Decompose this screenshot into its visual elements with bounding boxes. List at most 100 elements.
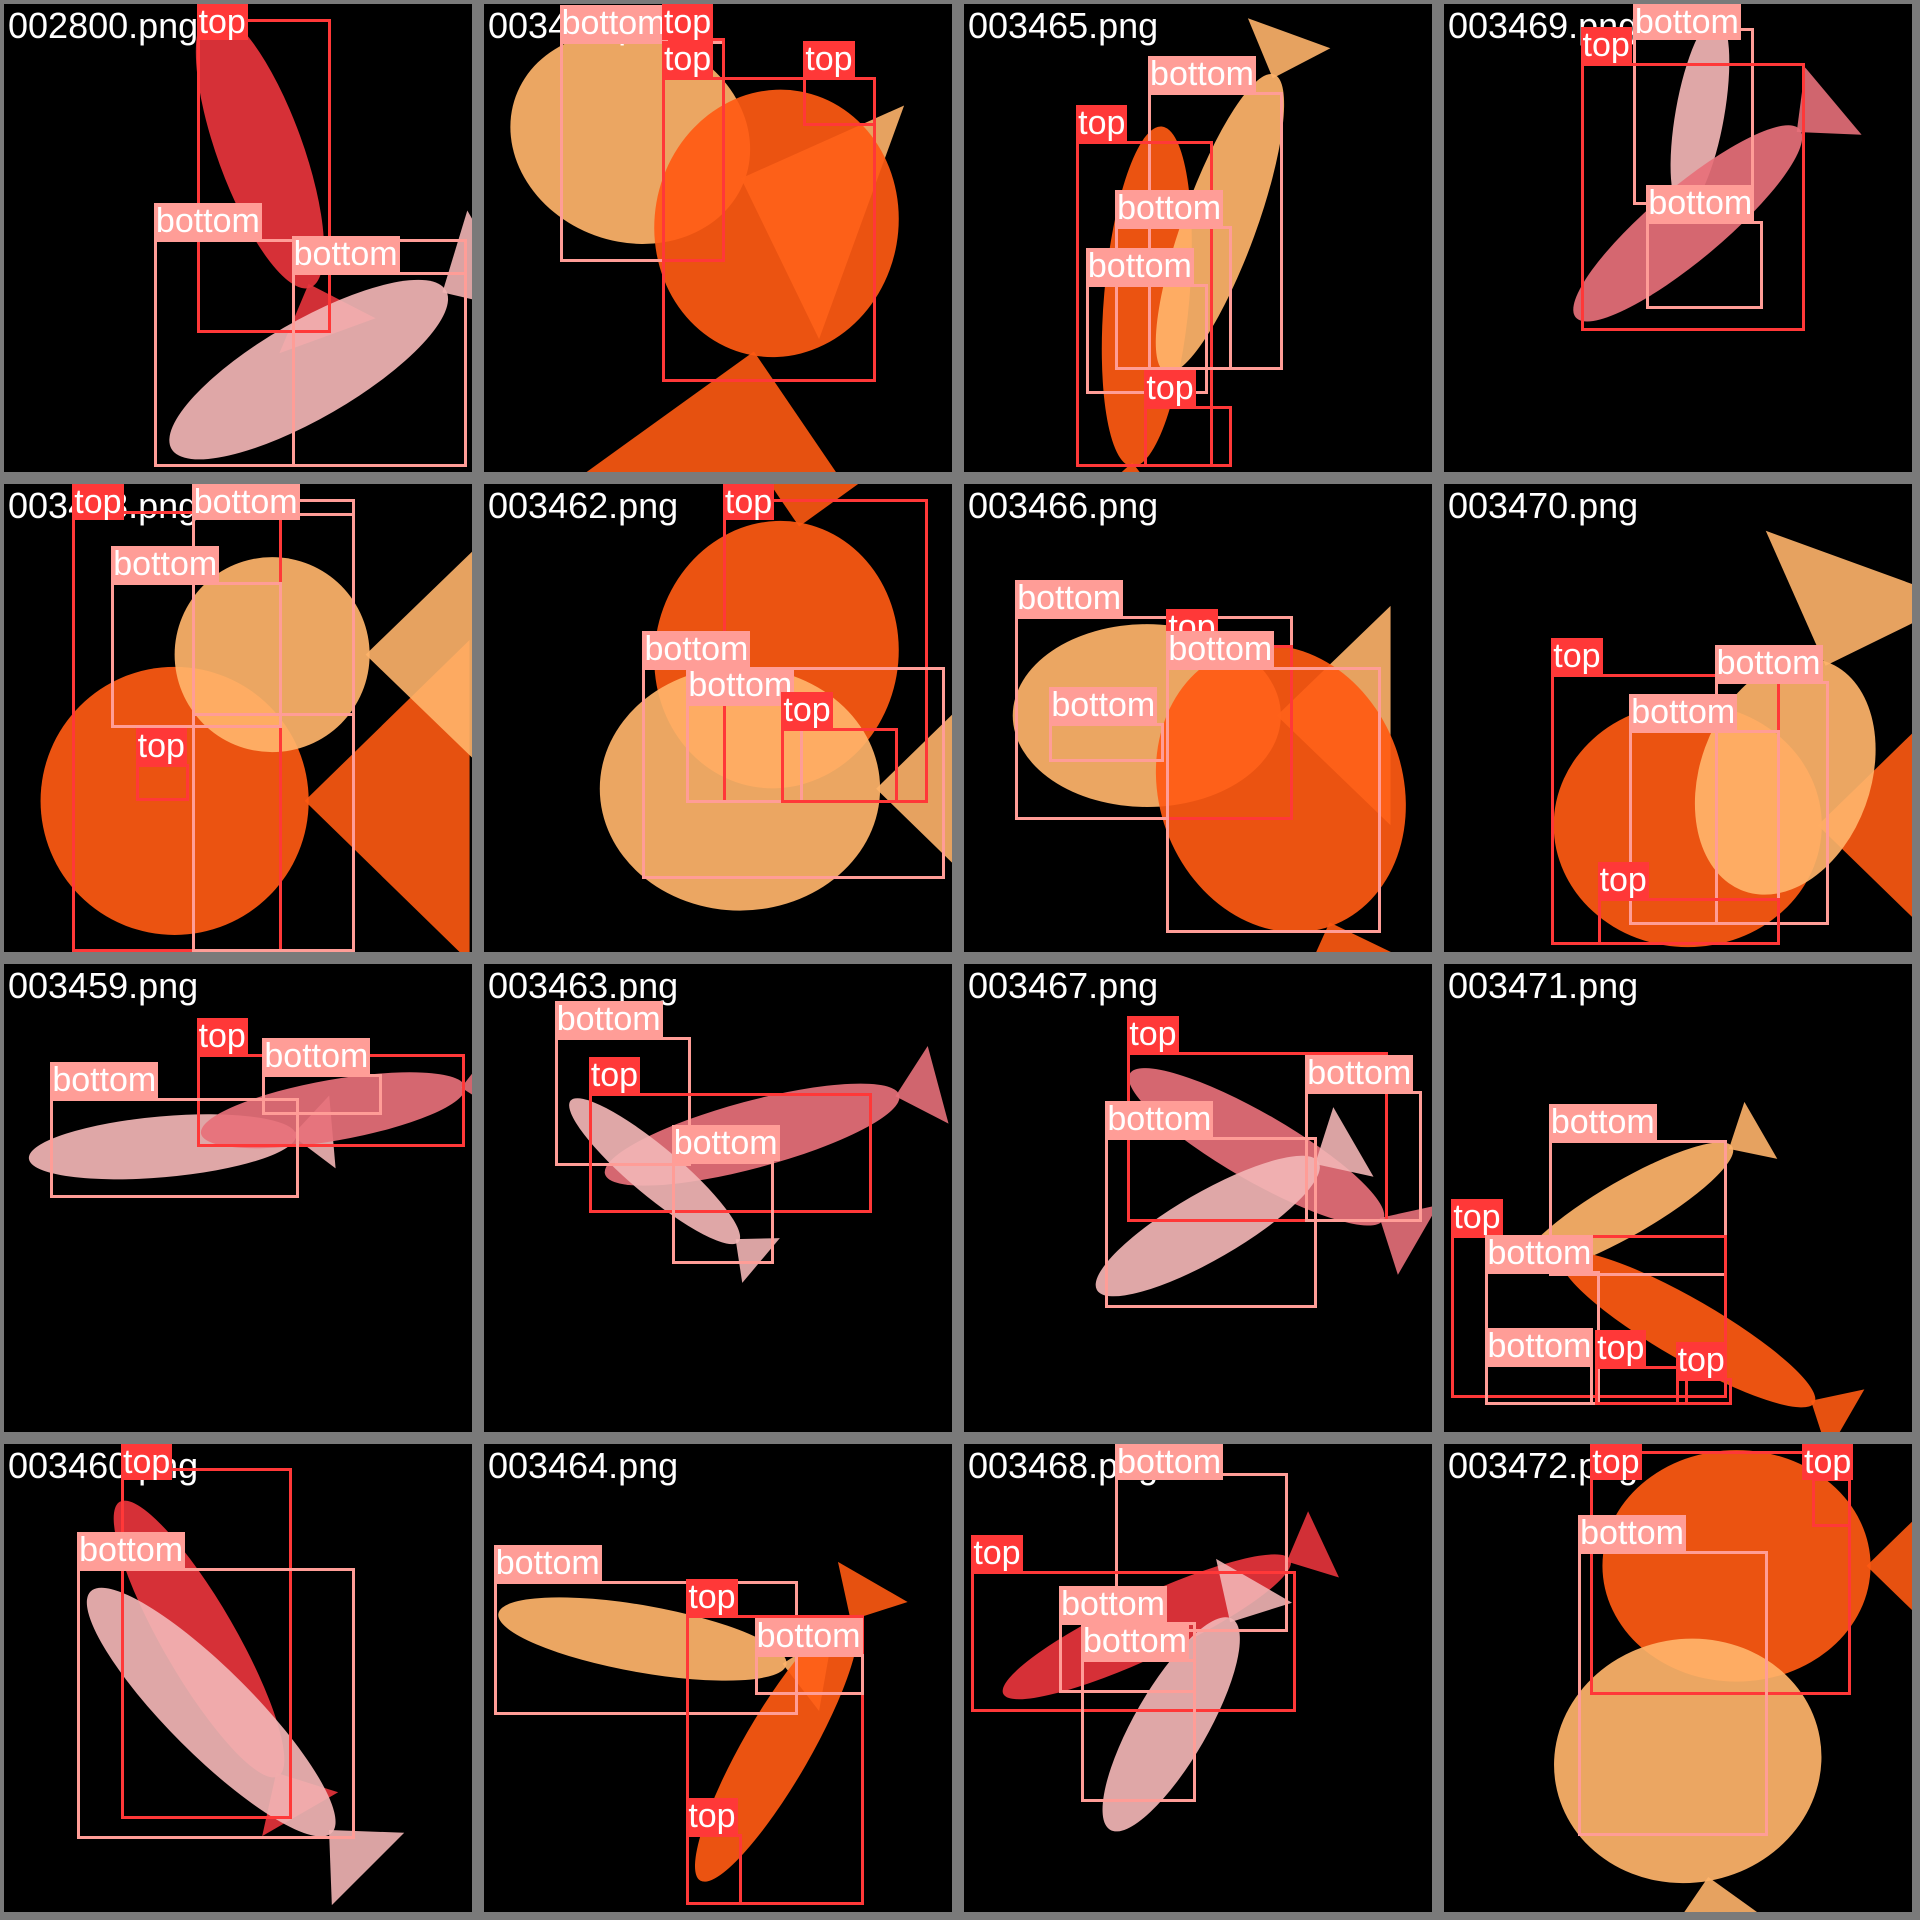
top-bounding-box	[135, 764, 190, 801]
image-tile: 003463.png bottom top bottom	[484, 964, 952, 1432]
image-tile: 003461.pngbottomtoptoptop	[484, 4, 952, 472]
zebrafish	[1670, 4, 1751, 210]
image-filename: 003467.png	[968, 965, 1159, 1006]
top-bounding-box	[1144, 406, 1233, 468]
image-tile: 003470.png top bottom bottom top	[1444, 484, 1912, 952]
bottom-label-tag: bottom	[754, 1616, 863, 1655]
bottom-bounding-box	[262, 1073, 382, 1116]
image-filename: 003465.png	[968, 5, 1159, 46]
image-filename: 002800.png	[8, 5, 199, 46]
top-label-tag: top	[661, 40, 714, 79]
zebrafish	[569, 1098, 780, 1283]
image-tile: 003472.png top top bottom	[1444, 1444, 1912, 1912]
fish-image	[169, 12, 472, 460]
top-bounding-box	[72, 510, 282, 952]
bottom-label-tag: bottom	[153, 202, 262, 241]
image-tile: 003466.png bottom top bottom bottom	[964, 484, 1432, 952]
image-filename: 003471.png	[1448, 965, 1639, 1006]
bottom-bounding-box	[754, 1653, 865, 1696]
koi-fish	[1102, 1558, 1293, 1832]
top-bounding-box	[781, 727, 899, 804]
bottom-label-tag: bottom	[1115, 1444, 1224, 1481]
bottom-bounding-box	[1485, 1363, 1593, 1406]
top-label-tag: top	[1802, 1444, 1854, 1481]
bottom-label-tag: bottom	[1059, 1584, 1168, 1623]
top-label-tag: top	[1551, 637, 1603, 676]
koi-fish	[86, 1587, 405, 1906]
top-bounding-box	[661, 77, 877, 382]
bottom-label-tag: bottom	[1015, 578, 1124, 617]
bottom-label-tag: bottom	[493, 1543, 602, 1582]
top-bounding-box	[1595, 1366, 1688, 1406]
bottom-bounding-box	[1105, 1137, 1318, 1308]
top-label-tag: top	[588, 1056, 641, 1095]
top-label-tag: top	[135, 727, 187, 766]
top-label-tag: top	[1675, 1341, 1727, 1380]
top-bounding-box	[1590, 1451, 1852, 1696]
bottom-label-tag: bottom	[1632, 4, 1741, 41]
zebrafish	[200, 1044, 472, 1149]
bottom-label-tag: bottom	[1485, 1234, 1594, 1273]
top-label-tag: top	[1597, 861, 1649, 900]
bottom-bounding-box	[50, 1098, 299, 1198]
bottom-label-tag: bottom	[554, 1000, 663, 1039]
bottom-label-tag: bottom	[559, 4, 668, 42]
goldfish	[174, 551, 472, 758]
bottom-label-tag: bottom	[1081, 1621, 1189, 1660]
koi-fish	[169, 210, 472, 460]
top-label-tag: top	[1580, 25, 1632, 64]
bottom-label-tag: bottom	[642, 629, 751, 668]
bottom-label-tag: bottom	[1714, 644, 1823, 683]
goldfish	[583, 89, 899, 472]
top-label-tag: top	[1451, 1197, 1503, 1236]
image-filename: 003464.png	[488, 1445, 679, 1486]
top-bounding-box	[121, 1468, 292, 1820]
image-filename: 003466.png	[968, 485, 1159, 526]
top-label-tag: top	[686, 1577, 738, 1616]
image-filename: 003459.png	[8, 965, 199, 1006]
top-bounding-box	[1580, 62, 1805, 331]
image-tile: 003467.png top bottom bottom	[964, 964, 1432, 1432]
top-label-tag: top	[661, 4, 714, 41]
bottom-label-tag: bottom	[291, 235, 400, 274]
bottom-bounding-box	[1646, 220, 1764, 309]
top-label-tag: top	[1590, 1444, 1642, 1481]
fish-image	[40, 551, 472, 952]
image-filename: 003463.png	[488, 965, 679, 1006]
image-tile: 003460.png top bottom	[4, 1444, 472, 1912]
zebrafish	[1095, 1107, 1374, 1297]
goldfish	[1554, 1638, 1896, 1912]
bottom-bounding-box	[1081, 1658, 1196, 1803]
bottom-label-tag: bottom	[1305, 1053, 1414, 1092]
top-bounding-box	[803, 77, 877, 126]
fish-image	[510, 32, 905, 472]
top-label-tag: top	[1076, 103, 1128, 142]
bottom-label-tag: bottom	[671, 1124, 780, 1163]
image-tile: 003471.png bottom top bottom bottom top top	[1444, 964, 1912, 1432]
bottom-bounding-box	[554, 1037, 692, 1167]
top-bounding-box	[1597, 898, 1781, 945]
top-bounding-box	[971, 1570, 1296, 1713]
bottom-label-tag: bottom	[1148, 54, 1256, 93]
top-label-tag: top	[72, 484, 124, 521]
top-bounding-box	[196, 18, 331, 334]
image-tile: 003465.png bottom top bottom bottom top	[964, 4, 1432, 472]
bottom-bounding-box	[1629, 730, 1781, 926]
goldfish	[1155, 645, 1432, 952]
bottom-bounding-box	[1166, 666, 1381, 933]
top-bounding-box	[686, 1834, 743, 1905]
bottom-bounding-box	[1578, 1551, 1769, 1837]
top-bounding-box	[588, 1093, 872, 1213]
image-tile: 003459.png top bottom bottom	[4, 964, 472, 1432]
top-label-tag: top	[121, 1444, 173, 1481]
fish-image	[1554, 1450, 1912, 1912]
top-label-tag: top	[971, 1533, 1023, 1572]
image-tile: 003464.png bottom top bottom top	[484, 1444, 952, 1912]
bottom-label-tag: bottom	[1485, 1326, 1594, 1365]
bottom-label-tag: bottom	[1049, 685, 1158, 724]
bottom-label-tag: bottom	[50, 1061, 159, 1100]
image-tile: 003469.png bottom top bottom	[1444, 4, 1912, 472]
bottom-label-tag: bottom	[111, 544, 220, 583]
top-label-tag: top	[196, 1017, 248, 1056]
